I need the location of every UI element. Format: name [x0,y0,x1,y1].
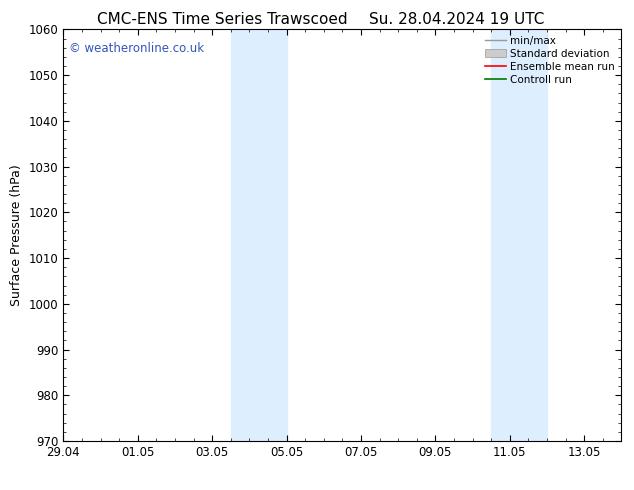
Bar [491,29,547,441]
Text: Su. 28.04.2024 19 UTC: Su. 28.04.2024 19 UTC [369,12,544,27]
Legend: min/max, Standard deviation, Ensemble mean run, Controll run: min/max, Standard deviation, Ensemble me… [481,31,619,89]
Text: CMC-ENS Time Series Trawscoed: CMC-ENS Time Series Trawscoed [96,12,347,27]
Text: © weatheronline.co.uk: © weatheronline.co.uk [69,42,204,55]
Y-axis label: Surface Pressure (hPa): Surface Pressure (hPa) [10,164,23,306]
Bar [231,29,287,441]
